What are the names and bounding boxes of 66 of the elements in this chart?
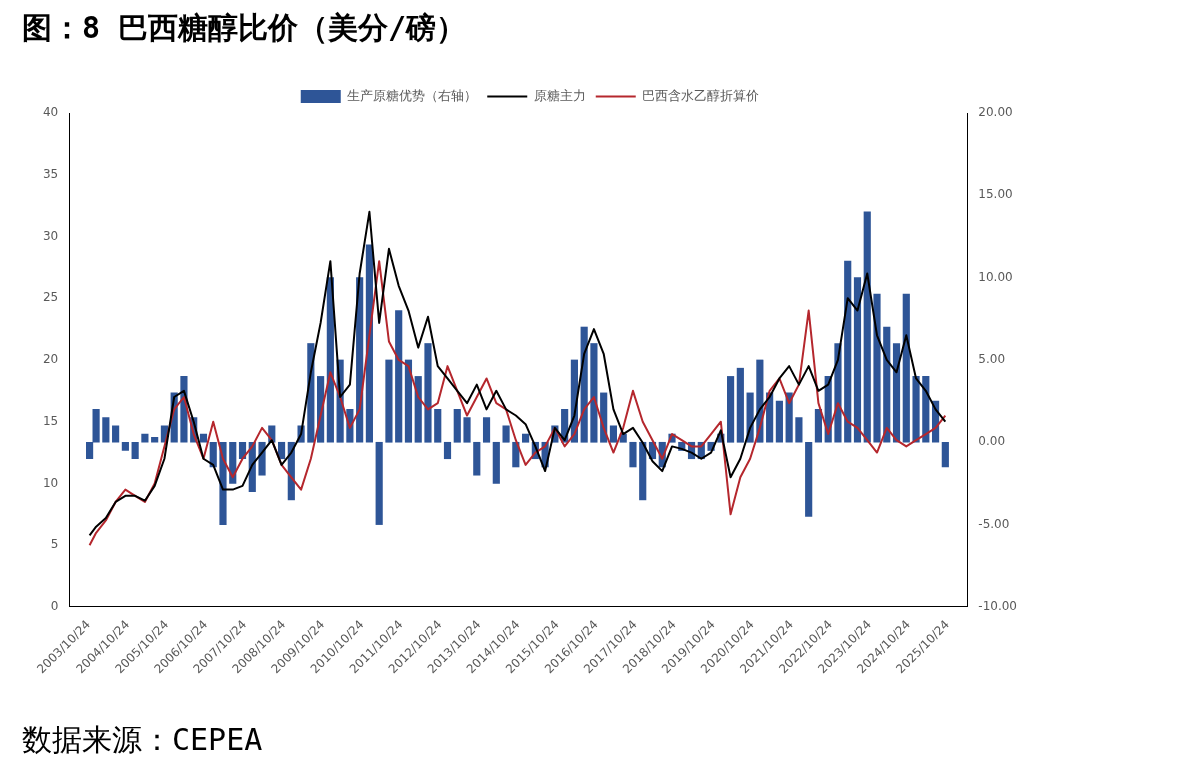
y-tick-label: 25 [42,290,59,305]
bar [522,433,530,443]
bar [121,441,129,451]
bar [941,441,949,468]
y-tick-label: 0 [50,599,59,614]
y-tick-label: 10 [42,475,59,490]
bar [141,433,149,443]
bar [492,441,500,484]
y-tick-label: 35 [42,166,59,181]
y-tick-label: 30 [42,228,59,243]
bar [795,417,803,443]
bar [277,441,286,460]
y2-tick-label: -10.00 [978,599,1017,614]
bar [883,326,891,443]
bar [434,409,442,443]
bar [902,293,910,443]
bar [209,441,217,468]
bar [482,417,491,443]
legend-label: 生产原糖优势（右轴） [347,87,478,103]
bar [453,409,461,443]
bar [922,376,930,443]
bar [609,425,618,443]
bar [853,277,862,443]
bar [385,359,393,443]
bar [727,376,735,443]
bar [424,343,432,443]
bar [639,441,647,501]
bar [414,376,422,443]
bar [112,425,120,443]
bar [863,211,871,443]
y2-tick-label: 15.00 [978,187,1013,202]
legend-label: 巴西含水乙醇折算价 [642,87,760,103]
bar [151,437,159,443]
legend-label: 原糖主力 [533,87,586,103]
bar [473,441,481,476]
bar [375,441,383,525]
bar [102,417,110,443]
bar [131,441,139,460]
bar [404,359,413,443]
y-tick-label: 40 [42,105,59,120]
source-note: 数据来源：CEPEA [22,721,263,759]
chart-title: 图：8 巴西糖醇比价（美分/磅） [22,9,467,47]
bar [805,441,813,517]
y2-tick-label: -5.00 [978,516,1010,531]
y2-tick-label: 10.00 [978,269,1013,284]
y-tick-label: 5 [50,537,59,552]
bar [844,260,852,443]
bar [775,400,783,443]
bar [199,433,208,443]
bar [590,343,598,443]
bar [892,343,901,443]
bar [443,441,452,460]
y-tick-label: 20 [42,352,59,367]
bar [502,425,510,443]
bar [736,367,744,443]
y2-tick-label: 5.00 [978,352,1006,367]
bar [814,409,823,443]
bar [258,441,266,476]
y2-tick-label: 20.00 [978,105,1013,120]
bar [629,441,637,468]
bar [873,293,881,443]
bar [463,417,471,443]
y-tick-label: 15 [42,413,59,428]
bar [395,310,403,443]
bar [912,376,920,443]
y2-tick-label: 0.00 [978,434,1006,449]
